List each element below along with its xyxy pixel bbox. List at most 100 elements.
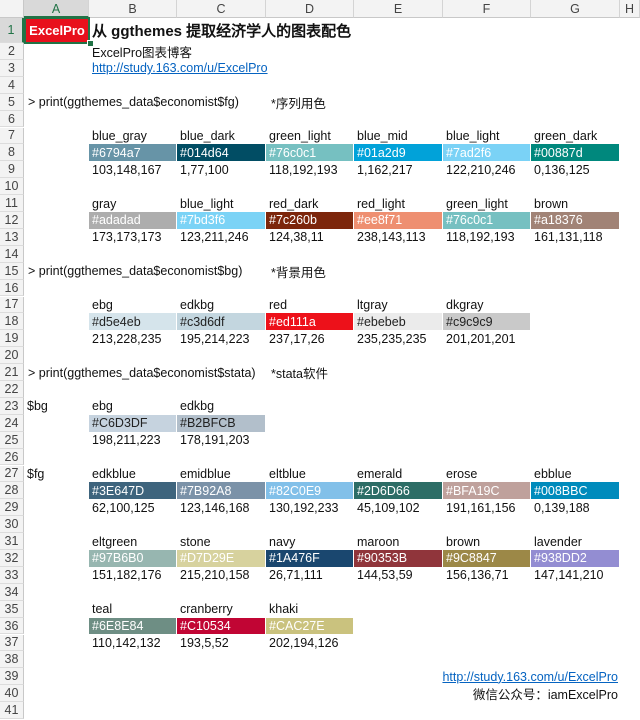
page-title: 从 ggthemes 提取经济学人的图表配色 (92, 23, 352, 40)
color-swatch[interactable]: #6E8E84 (89, 617, 177, 635)
select-all-corner[interactable] (0, 0, 24, 18)
row-header-33[interactable]: 33 (0, 566, 24, 584)
r-command: > print(ggthemes_data$economist$stata) (28, 365, 256, 380)
row-header-15[interactable]: 15 (0, 262, 24, 280)
row-header-4[interactable]: 4 (0, 76, 24, 94)
row-header-23[interactable]: 23 (0, 397, 24, 415)
column-header-c[interactable]: C (177, 0, 266, 18)
row-header-12[interactable]: 12 (0, 212, 24, 229)
color-swatch[interactable]: #90353B (354, 550, 443, 567)
row-header-10[interactable]: 10 (0, 178, 24, 196)
row-header-32[interactable]: 32 (0, 550, 24, 567)
header-link[interactable]: http://study.163.com/u/ExcelPro (92, 61, 268, 76)
row-header-19[interactable]: 19 (0, 330, 24, 348)
row-header-17[interactable]: 17 (0, 296, 24, 314)
color-rgb: 147,141,210 (534, 568, 604, 583)
color-swatch[interactable]: #6794a7 (89, 144, 177, 162)
column-header-g[interactable]: G (531, 0, 620, 18)
color-swatch[interactable]: #7ad2f6 (443, 144, 531, 162)
column-header-h[interactable]: H (620, 0, 640, 18)
row-header-6[interactable]: 6 (0, 110, 24, 128)
row-header-34[interactable]: 34 (0, 583, 24, 601)
row-header-36[interactable]: 36 (0, 617, 24, 635)
color-swatch[interactable]: #014d64 (177, 144, 266, 162)
color-swatch[interactable]: #82C0E9 (266, 482, 354, 500)
color-rgb: 198,211,223 (92, 433, 161, 448)
footer-link[interactable]: http://study.163.com/u/ExcelPro (442, 669, 618, 684)
row-header-41[interactable]: 41 (0, 702, 24, 719)
row-header-1[interactable]: 1 (0, 18, 24, 43)
column-header-a[interactable]: A (24, 0, 89, 18)
row-header-16[interactable]: 16 (0, 279, 24, 297)
row-header-7[interactable]: 7 (0, 127, 24, 145)
color-swatch[interactable]: #ee8f71 (354, 212, 443, 229)
color-swatch[interactable]: #3E647D (89, 482, 177, 500)
row-header-40[interactable]: 40 (0, 685, 24, 703)
color-swatch[interactable]: #7bd3f6 (177, 212, 266, 229)
color-swatch[interactable]: #01a2d9 (354, 144, 443, 162)
row-header-3[interactable]: 3 (0, 59, 24, 77)
color-swatch[interactable]: #c3d6df (177, 313, 266, 331)
row-header-11[interactable]: 11 (0, 195, 24, 212)
row-header-22[interactable]: 22 (0, 381, 24, 398)
row-header-26[interactable]: 26 (0, 448, 24, 466)
color-swatch[interactable]: #00887d (531, 144, 620, 162)
color-rgb: 195,214,223 (180, 331, 250, 346)
row-header-25[interactable]: 25 (0, 431, 24, 449)
column-header-d[interactable]: D (266, 0, 354, 18)
row-header-24[interactable]: 24 (0, 414, 24, 432)
row-header-9[interactable]: 9 (0, 161, 24, 179)
color-swatch[interactable]: #D7D29E (177, 550, 266, 567)
color-swatch[interactable]: #7c260b (266, 212, 354, 229)
row-header-21[interactable]: 21 (0, 364, 24, 381)
row-header-2[interactable]: 2 (0, 43, 24, 60)
row-header-37[interactable]: 37 (0, 634, 24, 652)
excelpro-badge-cell[interactable]: ExcelPro (24, 17, 90, 44)
column-header-f[interactable]: F (443, 0, 531, 18)
row-header-14[interactable]: 14 (0, 245, 24, 263)
color-swatch[interactable]: #76c0c1 (266, 144, 354, 162)
color-swatch[interactable]: #ebebeb (354, 313, 443, 331)
color-name: green_light (269, 128, 331, 143)
color-swatch[interactable]: #CAC27E (266, 617, 354, 635)
color-swatch[interactable]: #c9c9c9 (443, 313, 531, 331)
color-name: cranberry (180, 602, 233, 617)
color-swatch[interactable]: #2D6D66 (354, 482, 443, 500)
color-swatch[interactable]: #C6D3DF (89, 414, 177, 432)
row-header-28[interactable]: 28 (0, 482, 24, 500)
color-name: red_light (357, 196, 405, 211)
color-rgb: 201,201,201 (446, 331, 516, 346)
color-swatch[interactable]: #BFA19C (443, 482, 531, 500)
row-header-8[interactable]: 8 (0, 144, 24, 162)
row-header-29[interactable]: 29 (0, 499, 24, 517)
color-swatch[interactable]: #7B92A8 (177, 482, 266, 500)
row-header-35[interactable]: 35 (0, 600, 24, 618)
row-header-39[interactable]: 39 (0, 668, 24, 686)
color-name: lavender (534, 534, 582, 549)
color-name: blue_gray (92, 128, 147, 143)
color-swatch[interactable]: #ed111a (266, 313, 354, 331)
column-header-b[interactable]: B (89, 0, 177, 18)
row-header-13[interactable]: 13 (0, 228, 24, 246)
color-swatch[interactable]: #9C8847 (443, 550, 531, 567)
color-swatch[interactable]: #adadad (89, 212, 177, 229)
color-swatch[interactable]: #C10534 (177, 617, 266, 635)
row-header-30[interactable]: 30 (0, 516, 24, 534)
color-swatch[interactable]: #d5e4eb (89, 313, 177, 331)
color-swatch[interactable]: #008BBC (531, 482, 620, 500)
color-swatch[interactable]: #76c0c1 (443, 212, 531, 229)
row-header-18[interactable]: 18 (0, 313, 24, 331)
row-header-27[interactable]: 27 (0, 465, 24, 483)
color-swatch[interactable]: #B2BFCB (177, 414, 266, 432)
color-rgb: 122,210,246 (446, 162, 516, 177)
color-swatch[interactable]: #97B6B0 (89, 550, 177, 567)
color-swatch[interactable]: #938DD2 (531, 550, 620, 567)
row-header-20[interactable]: 20 (0, 347, 24, 365)
row-header-31[interactable]: 31 (0, 533, 24, 550)
color-swatch[interactable]: #a18376 (531, 212, 620, 229)
column-header-e[interactable]: E (354, 0, 443, 18)
color-swatch[interactable]: #1A476F (266, 550, 354, 567)
fill-handle[interactable] (87, 40, 94, 47)
row-header-5[interactable]: 5 (0, 93, 24, 111)
row-header-38[interactable]: 38 (0, 651, 24, 669)
